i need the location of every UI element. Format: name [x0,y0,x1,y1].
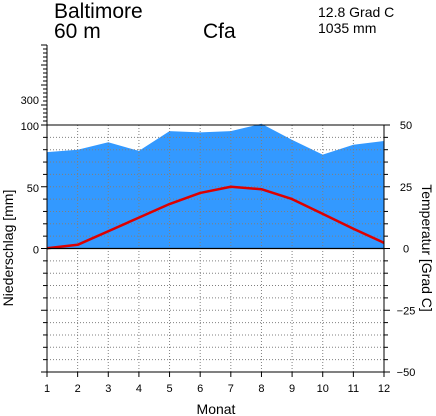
right-tick-label: 50 [400,120,412,132]
right-axis-label: Temperatur [Grad C] [419,184,435,312]
left-axis-label: Niederschlag [mm] [0,190,16,307]
annual-temperature: 12.8 Grad C [318,4,395,20]
right-tick-label: −25 [397,305,416,317]
x-tick-label: 2 [75,383,81,395]
x-tick-label: 1 [44,383,50,395]
left-tick-label: 50 [27,183,39,195]
right-tick-label: −50 [397,367,416,379]
climate-class: Cfa [203,20,236,43]
x-tick-label: 3 [105,383,111,395]
left-tick-label: 100 [21,121,39,133]
x-tick-label: 9 [289,383,295,395]
x-axis-label: Monat [197,401,236,416]
x-tick-label: 7 [228,383,234,395]
left-tick-label: 0 [33,245,39,257]
left-tick-label: 300 [21,95,39,107]
x-tick-label: 4 [136,383,142,395]
right-tick-label: 25 [400,182,412,194]
x-tick-label: 8 [258,383,264,395]
annual-precipitation: 1035 mm [318,20,377,36]
precipitation-area-layer [46,123,385,249]
x-tick-label: 12 [378,383,390,395]
precipitation-area [47,123,384,249]
station-altitude: 60 m [54,20,101,43]
x-tick-label: 5 [166,383,172,395]
right-tick-label: 0 [403,244,409,256]
temperature-line [46,185,385,250]
x-tick-label: 6 [197,383,203,395]
x-tick-label: 10 [317,383,329,395]
station-name: Baltimore [54,0,143,23]
x-tick-label: 11 [348,383,359,395]
